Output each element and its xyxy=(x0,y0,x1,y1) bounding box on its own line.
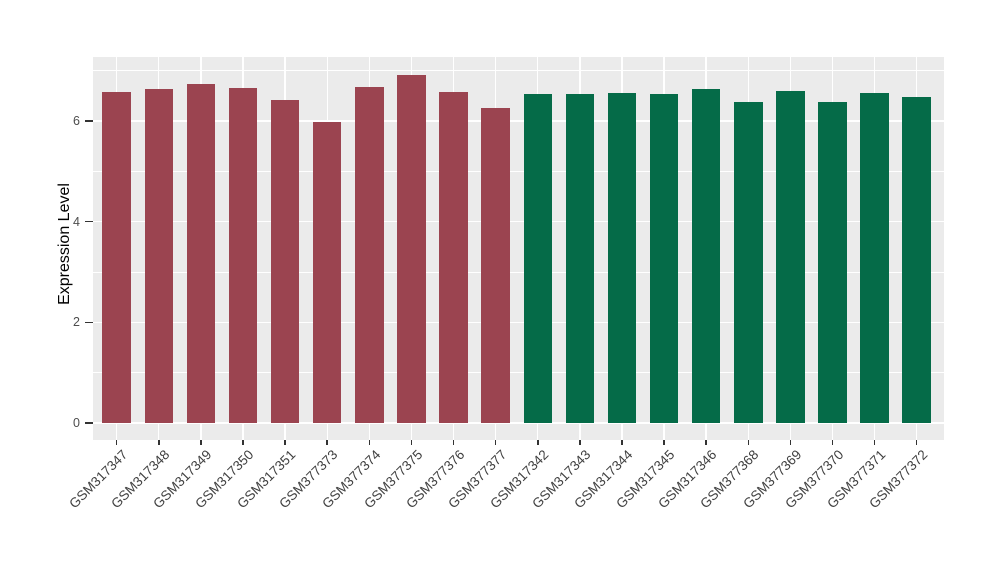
x-tick-mark xyxy=(915,440,918,445)
y-tick-label: 2 xyxy=(73,315,80,330)
bar xyxy=(481,108,510,423)
y-tick-label: 0 xyxy=(73,416,80,430)
x-tick-mark xyxy=(663,440,665,445)
bar xyxy=(734,102,763,423)
minor-gridline xyxy=(93,271,944,273)
x-tick-mark xyxy=(158,440,160,445)
bar xyxy=(523,94,552,423)
x-tick-mark xyxy=(705,440,707,445)
bar xyxy=(691,89,721,423)
x-tick-mark xyxy=(621,440,623,445)
bar xyxy=(902,97,931,423)
bar xyxy=(186,84,216,423)
x-tick-mark xyxy=(831,440,834,445)
plot-panel xyxy=(93,57,944,440)
bar xyxy=(397,74,426,423)
y-tick-mark xyxy=(85,422,93,424)
bar xyxy=(312,122,342,423)
x-tick-mark xyxy=(873,440,876,445)
x-tick-mark xyxy=(326,440,328,445)
major-gridline xyxy=(93,422,944,424)
y-tick-mark xyxy=(85,321,93,324)
bar xyxy=(776,91,805,423)
bar xyxy=(649,94,679,423)
x-tick-mark xyxy=(537,440,539,445)
major-gridline xyxy=(93,321,944,323)
bar xyxy=(355,87,384,423)
y-tick-mark xyxy=(85,120,93,122)
x-tick-mark xyxy=(747,440,750,445)
bar xyxy=(439,92,468,423)
x-tick-mark xyxy=(200,440,202,445)
bar xyxy=(565,94,595,423)
y-tick-mark xyxy=(85,220,93,223)
minor-gridline xyxy=(93,170,944,172)
bar xyxy=(270,100,300,423)
major-gridline xyxy=(93,220,944,223)
minor-gridline xyxy=(93,70,944,71)
x-tick-mark xyxy=(494,440,497,445)
x-tick-mark xyxy=(115,440,118,445)
x-tick-mark xyxy=(789,440,792,445)
x-tick-mark xyxy=(579,440,581,445)
y-tick-label: 4 xyxy=(73,214,80,229)
y-axis-title: Expression Level xyxy=(56,183,73,305)
y-tick-label: 6 xyxy=(73,113,80,128)
major-gridline xyxy=(93,120,944,122)
x-tick-mark xyxy=(242,440,244,445)
bar xyxy=(818,102,847,423)
bar xyxy=(144,89,174,423)
bar xyxy=(102,92,131,423)
x-tick-mark xyxy=(284,440,286,445)
minor-gridline xyxy=(93,372,944,374)
bar xyxy=(860,93,889,423)
x-tick-mark xyxy=(452,440,455,445)
bar xyxy=(607,93,637,423)
x-tick-mark xyxy=(410,440,413,445)
x-tick-mark xyxy=(368,440,371,445)
bar xyxy=(228,88,258,423)
